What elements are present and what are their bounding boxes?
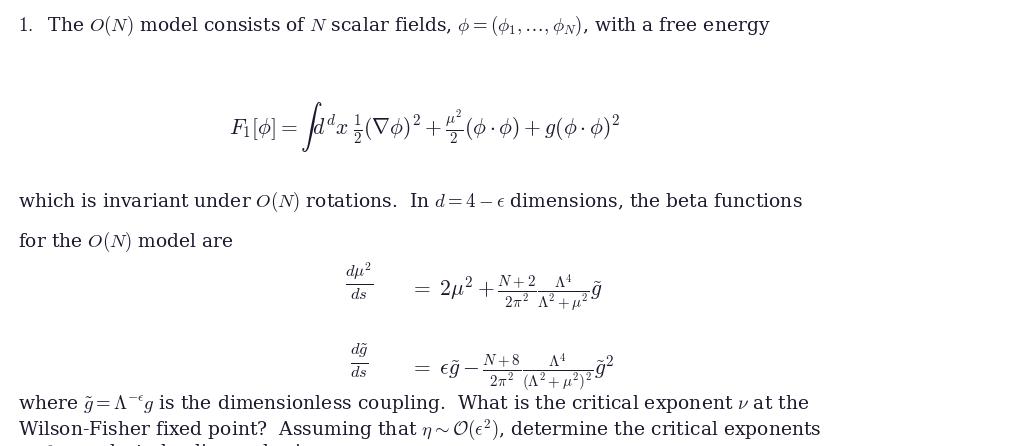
Text: which is invariant under $O(N)$ rotations.  In $d = 4 - \epsilon$ dimensions, th: which is invariant under $O(N)$ rotation… bbox=[18, 190, 802, 214]
Text: $\mathbf{1.}$  The $O(N)$ model consists of $N$ scalar fields, $\phi = (\phi_1, : $\mathbf{1.}$ The $O(N)$ model consists … bbox=[18, 13, 770, 37]
Text: $\alpha$, $\beta$, $\gamma$ and $\delta$ to leading order in $\epsilon$.: $\alpha$, $\beta$, $\gamma$ and $\delta$… bbox=[18, 442, 333, 446]
Text: $\frac{d\tilde{g}}{ds}$: $\frac{d\tilde{g}}{ds}$ bbox=[350, 341, 368, 380]
Text: for the $O(N)$ model are: for the $O(N)$ model are bbox=[18, 230, 234, 254]
Text: $= \; \epsilon\tilde{g} - \frac{N+8}{2\pi^2} \frac{\Lambda^4}{(\Lambda^2+\mu^2)^: $= \; \epsilon\tilde{g} - \frac{N+8}{2\p… bbox=[409, 352, 614, 394]
Text: $= \; 2\mu^2 + \frac{N+2}{2\pi^2} \frac{\Lambda^4}{\Lambda^2+\mu^2}\tilde{g}$: $= \; 2\mu^2 + \frac{N+2}{2\pi^2} \frac{… bbox=[409, 272, 603, 314]
Text: $F_1[\phi] = \int d^d x \; \frac{1}{2}(\nabla\phi)^2 + \frac{\mu^2}{2}(\phi \cdo: $F_1[\phi] = \int d^d x \; \frac{1}{2}(\… bbox=[229, 100, 620, 154]
Text: $\frac{d\mu^2}{ds}$: $\frac{d\mu^2}{ds}$ bbox=[345, 261, 373, 302]
Text: Wilson-Fisher fixed point?  Assuming that $\eta \sim \mathcal{O}(\epsilon^2)$, d: Wilson-Fisher fixed point? Assuming that… bbox=[18, 418, 821, 443]
Text: where $\tilde{g} = \Lambda^{-\epsilon}g$ is the dimensionless coupling.  What is: where $\tilde{g} = \Lambda^{-\epsilon}g$… bbox=[18, 393, 809, 415]
